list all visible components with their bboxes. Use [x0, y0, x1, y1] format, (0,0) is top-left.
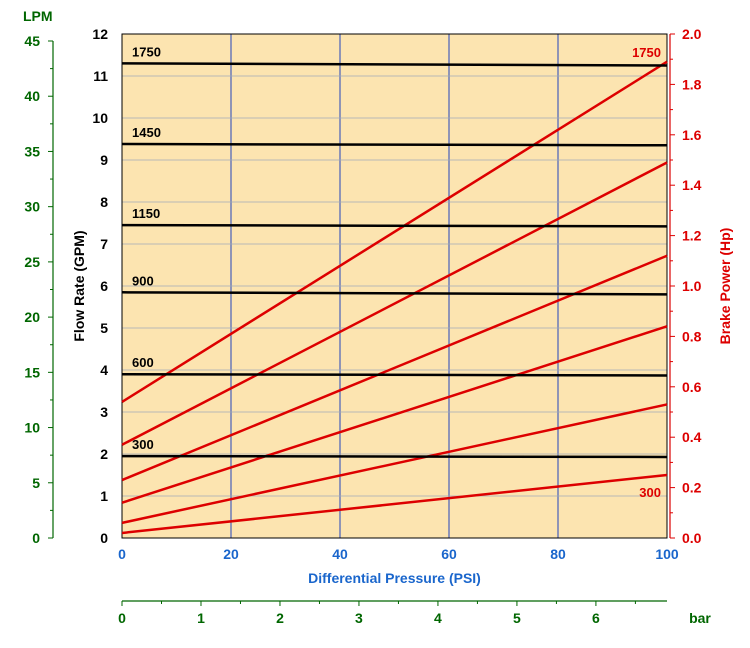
lpm-tick-label: 0	[32, 530, 40, 546]
gpm-tick-label: 9	[100, 152, 108, 168]
flow-line	[121, 62, 668, 67]
hp-tick-label: 1.6	[682, 127, 702, 143]
gpm-tick-label: 1	[100, 488, 108, 504]
flow-line-label: 1450	[132, 125, 161, 140]
power-line	[121, 403, 668, 525]
gpm-tick-label: 6	[100, 278, 108, 294]
gpm-tick-label: 4	[100, 362, 108, 378]
lpm-tick-label: 30	[24, 199, 40, 215]
lpm-tick-label: 20	[24, 309, 40, 325]
bar-tick-label: 0	[118, 610, 126, 626]
plot-border	[121, 33, 668, 539]
lpm-axis-title: LPM	[23, 8, 53, 24]
psi-tick-label: 100	[655, 546, 679, 562]
power-line-label: 300	[639, 485, 661, 500]
hp-tick-label: 1.4	[682, 177, 702, 193]
power-line	[121, 473, 668, 535]
hp-tick-label: 1.2	[682, 228, 702, 244]
flow-line-label: 1150	[132, 206, 160, 221]
hp-tick-label: 1.0	[682, 278, 702, 294]
flow-line	[121, 223, 668, 228]
y-axis-title-hp: Brake Power (Hp)	[717, 228, 733, 345]
bar-tick-label: 5	[513, 610, 521, 626]
flow-line-label: 300	[132, 437, 154, 452]
flow-line-label: 900	[132, 273, 154, 288]
y-axis-title-gpm: Flow Rate (GPM)	[71, 230, 87, 341]
lpm-tick-label: 35	[24, 143, 40, 159]
bar-tick-label: 6	[592, 610, 600, 626]
gpm-tick-label: 2	[100, 446, 108, 462]
power-line	[121, 161, 668, 446]
lpm-tick-label: 10	[24, 420, 40, 436]
flow-line	[121, 142, 668, 147]
gpm-tick-label: 10	[92, 110, 108, 126]
bar-axis-title: bar	[689, 610, 711, 626]
bar-tick-label: 1	[197, 610, 205, 626]
gpm-tick-label: 0	[100, 530, 108, 546]
hp-tick-label: 2.0	[682, 26, 702, 42]
hp-tick-label: 0.6	[682, 379, 702, 395]
lpm-tick-label: 45	[24, 33, 40, 49]
gpm-tick-label: 12	[92, 26, 108, 42]
gpm-tick-label: 5	[100, 320, 108, 336]
psi-tick-label: 0	[118, 546, 126, 562]
psi-tick-label: 60	[441, 546, 457, 562]
power-line	[121, 60, 668, 403]
power-line-label: 1750	[632, 45, 661, 60]
psi-tick-label: 80	[550, 546, 566, 562]
flow-line-label: 1750	[132, 44, 161, 59]
lpm-tick-label: 25	[24, 254, 40, 270]
hp-tick-label: 0.4	[682, 429, 702, 445]
flow-line	[121, 291, 668, 296]
power-line	[121, 325, 668, 504]
lpm-tick-label: 5	[32, 475, 40, 491]
flow-line-label: 600	[132, 355, 154, 370]
hp-tick-label: 0.0	[682, 530, 702, 546]
lpm-tick-label: 40	[24, 88, 40, 104]
hp-tick-label: 0.8	[682, 328, 702, 344]
hp-tick-label: 1.8	[682, 76, 702, 92]
flow-line	[121, 454, 668, 459]
psi-tick-label: 20	[223, 546, 239, 562]
gpm-tick-label: 8	[100, 194, 108, 210]
psi-tick-label: 40	[332, 546, 348, 562]
gpm-tick-label: 11	[93, 68, 108, 84]
x-axis-title: Differential Pressure (PSI)	[308, 570, 481, 586]
hp-tick-label: 0.2	[682, 480, 702, 496]
gpm-tick-label: 3	[100, 404, 108, 420]
flow-line	[121, 372, 668, 377]
gpm-tick-label: 7	[100, 236, 108, 252]
bar-tick-label: 4	[434, 610, 442, 626]
bar-tick-label: 3	[355, 610, 363, 626]
lpm-tick-label: 15	[24, 364, 40, 380]
bar-tick-label: 2	[276, 610, 284, 626]
